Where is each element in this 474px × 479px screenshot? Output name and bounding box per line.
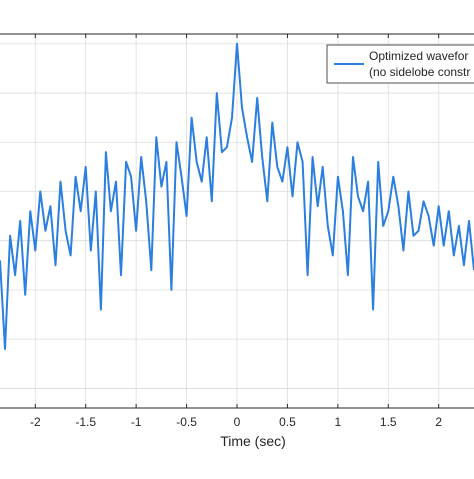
x-tick-label: 1 bbox=[335, 415, 342, 429]
x-tick-label: 1.5 bbox=[380, 415, 397, 429]
axes bbox=[0, 33, 474, 409]
grid bbox=[0, 34, 474, 408]
x-tick-labels: -2 -1.5 -1 -0.5 0 0.5 1 1.5 2 bbox=[30, 415, 442, 429]
legend-box bbox=[326, 44, 474, 84]
x-tick-label: -1.5 bbox=[75, 415, 96, 429]
x-tick-label: -0.5 bbox=[176, 415, 197, 429]
x-tick-label: 0.5 bbox=[279, 415, 296, 429]
x-axis-label: Time (sec) bbox=[220, 433, 286, 449]
series-layer bbox=[0, 42, 474, 350]
x-tick-label: -2 bbox=[30, 415, 41, 429]
legend-entry-line-2: (no sidelobe constr bbox=[369, 65, 470, 79]
x-tick-label: 2 bbox=[435, 415, 442, 429]
series-line bbox=[0, 42, 474, 350]
legend: Optimized wavefor (no sidelobe constr bbox=[326, 44, 474, 84]
x-tick-label: -1 bbox=[131, 415, 142, 429]
legend-entry-line-1: Optimized wavefor bbox=[369, 49, 468, 63]
x-tick-label: 0 bbox=[234, 415, 241, 429]
